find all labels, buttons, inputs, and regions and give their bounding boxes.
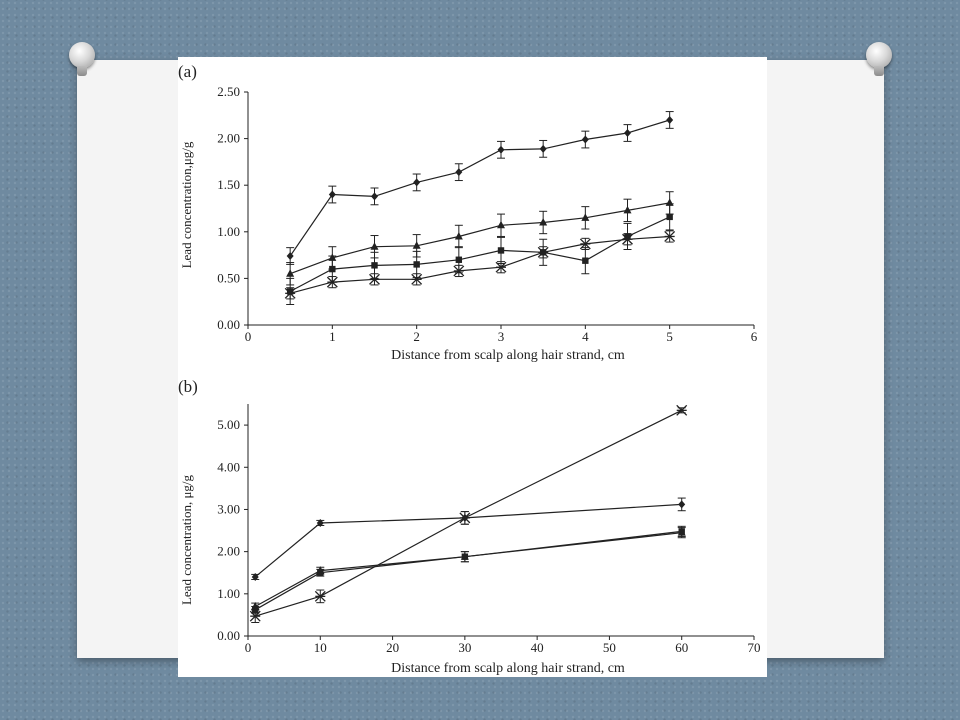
panel-b-x-tick-label: 60 <box>675 640 688 655</box>
data-point-star <box>664 231 676 242</box>
figure-image: (a) Lead concentration,μg/g Distance fro… <box>178 57 767 677</box>
panel-a-series-line <box>289 216 670 292</box>
data-point-square <box>678 528 685 535</box>
panel-b-series-line <box>254 503 682 578</box>
data-point-diamond <box>455 168 463 177</box>
panel-a-series-triangle <box>286 191 674 286</box>
panel-b-x-tick-label: 20 <box>386 640 399 655</box>
panel-b-series-square <box>251 525 686 614</box>
panel-a-y-tick-label: 0.50 <box>217 270 240 285</box>
panel-a-series-line <box>290 235 670 294</box>
panel-b-y-tick-label: 0.00 <box>217 628 240 643</box>
data-point-square <box>329 265 336 273</box>
panel-a-x-tick-label: 6 <box>751 329 758 344</box>
panel-b-y-tick-label: 2.00 <box>217 544 240 559</box>
data-point-star <box>622 233 633 245</box>
data-point-square <box>497 247 505 254</box>
data-point-square <box>413 261 420 268</box>
data-point-diamond <box>678 500 686 509</box>
panel-a-y-tick-label: 0.00 <box>217 317 240 332</box>
panel-a-x-tick-label: 3 <box>498 329 505 344</box>
data-point-triangle <box>581 213 590 221</box>
data-point-triangle <box>623 205 632 214</box>
panel-b-y-tick-label: 1.00 <box>217 586 240 601</box>
panel-a-y-tick-label: 2.00 <box>217 131 240 146</box>
panel-b-series-line <box>255 409 682 617</box>
data-point-diamond <box>581 135 589 144</box>
data-point-star <box>459 512 471 524</box>
data-point-diamond <box>328 190 336 199</box>
pushpin-icon <box>866 42 892 76</box>
panel-a-x-axis-label: Distance from scalp along hair strand, c… <box>391 348 625 363</box>
data-point-square <box>317 569 324 576</box>
panel-b-x-tick-label: 10 <box>314 640 327 655</box>
panel-a-x-tick-label: 4 <box>582 329 589 344</box>
data-point-square <box>252 606 259 614</box>
panel-a-series-diamond <box>286 111 674 265</box>
data-point-diamond <box>286 252 294 261</box>
panel-a-y-axis-label: Lead concentration,μg/g <box>179 141 194 268</box>
panel-a-x-tick-label: 5 <box>666 329 673 344</box>
panel-b-y-tick-label: 3.00 <box>217 501 240 516</box>
data-point-diamond <box>371 192 378 201</box>
panel-a: (a) Lead concentration,μg/g Distance fro… <box>178 62 758 363</box>
data-point-diamond <box>666 115 674 124</box>
panel-a-series-line <box>289 119 670 257</box>
panel-b-series-line <box>254 530 682 611</box>
data-point-diamond <box>251 572 259 581</box>
data-point-star <box>411 273 423 285</box>
panel-a-x-tick-label: 2 <box>413 329 420 344</box>
data-point-diamond <box>316 518 324 527</box>
panel-a-series-star <box>284 230 676 300</box>
panel-b-x-tick-label: 70 <box>748 640 761 655</box>
panel-b-x-axis-label: Distance from scalp along hair strand, c… <box>391 661 625 676</box>
data-point-star <box>369 273 380 285</box>
panel-b-y-tick-label: 4.00 <box>217 459 240 474</box>
data-point-diamond <box>497 145 505 154</box>
panel-a-y-tick-label: 1.50 <box>217 177 240 192</box>
data-point-triangle <box>454 231 463 240</box>
data-point-diamond <box>539 144 547 153</box>
data-point-triangle <box>412 241 421 249</box>
data-point-triangle <box>497 220 505 229</box>
data-point-star <box>579 238 591 250</box>
panel-a-y-tick-label: 1.00 <box>217 224 240 239</box>
panel-a-series-line <box>289 202 670 275</box>
panel-b-y-tick-label: 5.00 <box>217 417 240 432</box>
panel-a-label: (a) <box>178 62 197 81</box>
panel-b-label: (b) <box>178 377 198 396</box>
data-point-star <box>676 404 688 416</box>
data-point-star <box>495 261 507 273</box>
data-point-star <box>326 276 338 288</box>
data-point-star <box>284 287 296 299</box>
panel-b: (b) Lead concentration, μg/g Distance fr… <box>178 377 761 676</box>
data-point-triangle <box>539 217 548 226</box>
panel-b-series-line <box>254 532 682 608</box>
panel-a-x-tick-label: 0 <box>245 329 252 344</box>
data-point-star <box>537 246 549 258</box>
panel-b-x-tick-label: 30 <box>458 640 471 655</box>
data-point-star <box>314 590 326 602</box>
pushpin-icon <box>69 42 95 76</box>
data-point-square <box>455 256 463 263</box>
panel-a-y-tick-label: 2.50 <box>217 84 240 99</box>
panel-b-x-tick-label: 40 <box>531 640 544 655</box>
data-point-triangle <box>286 269 295 277</box>
data-point-square <box>371 262 378 269</box>
data-point-diamond <box>624 129 631 138</box>
data-point-square <box>666 213 673 221</box>
panel-a-x-tick-label: 1 <box>329 329 336 344</box>
data-point-diamond <box>413 178 421 187</box>
panel-b-y-axis-label: Lead concentration, μg/g <box>179 474 194 605</box>
data-point-triangle <box>370 242 379 250</box>
panel-b-x-tick-label: 0 <box>245 640 252 655</box>
panel-b-series-star <box>249 404 688 624</box>
data-point-square <box>461 553 469 560</box>
data-point-square <box>582 257 589 264</box>
charts-svg: (a) Lead concentration,μg/g Distance fro… <box>178 62 761 676</box>
data-point-star <box>453 265 465 277</box>
panel-b-x-tick-label: 50 <box>603 640 616 655</box>
